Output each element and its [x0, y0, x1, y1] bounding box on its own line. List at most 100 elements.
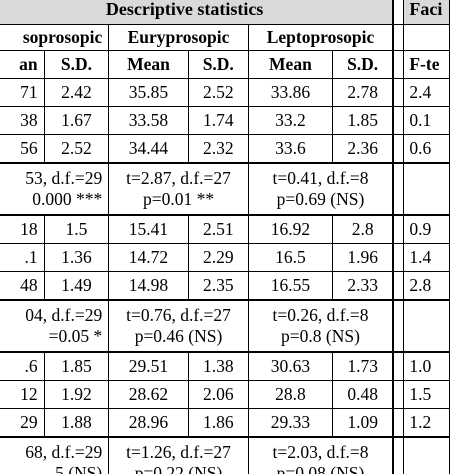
subcol-mean: Mean	[247, 50, 334, 79]
cell-mean: .1	[0, 243, 45, 272]
column-gap	[392, 50, 405, 79]
cell-sd: 2.29	[187, 243, 249, 272]
subcol-sd: S.D.	[43, 50, 110, 79]
cell-sd: 2.51	[187, 214, 249, 244]
cell-sd: 2.42	[43, 78, 110, 107]
cell-mean: 14.72	[108, 243, 189, 272]
cell-sd: 2.36	[332, 134, 394, 164]
cell-mean: 28.62	[108, 380, 189, 409]
cell-sd: 2.78	[332, 78, 394, 107]
table-row: 48 1.49 14.98 2.35 16.55 2.33 2.8	[0, 271, 450, 301]
cell-mean: 29.51	[108, 351, 189, 381]
t-test-cell: t=0.41, d.f.=8 p=0.69 (NS)	[247, 162, 394, 216]
cell-sd: 1.92	[43, 380, 110, 409]
cell-sd: 1.74	[187, 106, 249, 135]
cell-f-test: 1.2	[403, 408, 450, 438]
cell-mean: 38	[0, 106, 45, 135]
cell-sd: 1.67	[43, 106, 110, 135]
column-gap	[392, 243, 405, 272]
table-row: 12 1.92 28.62 2.06 28.8 0.48 1.5	[0, 380, 450, 409]
cell-mean: 29	[0, 408, 45, 438]
cell-mean: 33.58	[108, 106, 189, 135]
table-row: 18 1.5 15.41 2.51 16.92 2.8 0.9	[0, 214, 450, 244]
test-row: 04, d.f.=29 =0.05 * t=0.76, d.f.=27 p=0.46…	[0, 299, 450, 353]
column-gap	[392, 299, 405, 353]
test-row: 68, d.f.=29.5 (NS) t=1.26, d.f.=27 p=0.22…	[0, 436, 450, 474]
cell-f-test-blank	[403, 436, 450, 474]
cell-mean: 33.6	[247, 134, 334, 164]
table-row: 38 1.67 33.58 1.74 33.2 1.85 0.1	[0, 106, 450, 135]
cell-f-test: 0.6	[403, 134, 450, 164]
cell-mean: 16.55	[247, 271, 334, 301]
cell-mean: 29.33	[247, 408, 334, 438]
cell-sd: 2.35	[187, 271, 249, 301]
t-test-line: t=2.03, d.f.=8	[272, 442, 369, 462]
cell-mean: 34.44	[108, 134, 189, 164]
p-value-line: p=0.08 (NS)	[276, 463, 365, 474]
descriptive-statistics-header: Descriptive statistics	[0, 0, 394, 25]
column-gap	[392, 24, 405, 51]
cell-sd: 0.48	[332, 380, 394, 409]
p-value-line: p=0.8 (NS)	[281, 326, 360, 346]
cell-mean: 71	[0, 78, 45, 107]
t-test-cell: t=2.03, d.f.=8 p=0.08 (NS)	[247, 436, 394, 474]
facial-subheader-blank	[403, 24, 450, 51]
cell-mean: 28.8	[247, 380, 334, 409]
column-gap	[392, 162, 405, 216]
cell-sd: 2.52	[43, 134, 110, 164]
subcol-sd: S.D.	[332, 50, 394, 79]
cell-sd: 2.8	[332, 214, 394, 244]
cell-f-test: 1.0	[403, 351, 450, 381]
t-test-line: 53, d.f.=29	[25, 168, 103, 188]
table-row: 71 2.42 35.85 2.52 33.86 2.78 2.4	[0, 78, 450, 107]
table-row: .1 1.36 14.72 2.29 16.5 1.96 1.4	[0, 243, 450, 272]
cell-sd: 2.06	[187, 380, 249, 409]
column-gap	[392, 214, 405, 244]
cell-f-test: 1.5	[403, 380, 450, 409]
cell-f-test: 1.4	[403, 243, 450, 272]
subcol-mean: an	[0, 50, 45, 79]
cell-sd: 2.32	[187, 134, 249, 164]
cell-f-test: 0.9	[403, 214, 450, 244]
cell-f-test-blank	[403, 162, 450, 216]
t-test-cell: t=2.87, d.f.=27 p=0.01 **	[108, 162, 249, 216]
table-row: 29 1.88 28.96 1.86 29.33 1.09 1.2	[0, 408, 450, 438]
t-test-line: t=2.87, d.f.=27	[126, 168, 231, 188]
test-row: 53, d.f.=29 0.000 *** t=2.87, d.f.=27 p=0.…	[0, 162, 450, 216]
cell-sd: 1.49	[43, 271, 110, 301]
cell-f-test: 2.8	[403, 271, 450, 301]
subcol-mean: Mean	[108, 50, 189, 79]
cell-f-test-blank	[403, 299, 450, 353]
table-row: .6 1.85 29.51 1.38 30.63 1.73 1.0	[0, 351, 450, 381]
cell-sd: 2.52	[187, 78, 249, 107]
group-header-euryprosopic: Euryprosopic	[108, 24, 249, 51]
cell-mean: 56	[0, 134, 45, 164]
column-gap	[392, 106, 405, 135]
t-test-cell: 04, d.f.=29 =0.05 *	[0, 299, 110, 353]
cell-sd: 1.09	[332, 408, 394, 438]
cell-mean: 48	[0, 271, 45, 301]
p-value-line: p=0.46 (NS)	[134, 326, 223, 346]
p-value-line: .5 (NS)	[50, 463, 103, 474]
cell-sd: 2.33	[332, 271, 394, 301]
cell-mean: 33.86	[247, 78, 334, 107]
cell-sd: 1.38	[187, 351, 249, 381]
p-value-line: =0.05 *	[48, 326, 103, 346]
descriptive-statistics-table: Descriptive statistics Faci soprosopic E…	[0, 0, 450, 474]
cell-mean: 16.5	[247, 243, 334, 272]
column-gap	[392, 134, 405, 164]
p-value-line: p=0.01 **	[142, 189, 215, 209]
cell-mean: 28.96	[108, 408, 189, 438]
subcol-sd: S.D.	[187, 50, 249, 79]
cell-mean: 35.85	[108, 78, 189, 107]
column-gap	[392, 0, 405, 25]
column-gap	[392, 78, 405, 107]
column-gap	[392, 380, 405, 409]
group-header-leptoprosopic: Leptoprosopic	[247, 24, 394, 51]
cell-sd: 1.88	[43, 408, 110, 438]
cell-mean: .6	[0, 351, 45, 381]
cell-mean: 18	[0, 214, 45, 244]
cell-mean: 16.92	[247, 214, 334, 244]
cell-mean: 33.2	[247, 106, 334, 135]
